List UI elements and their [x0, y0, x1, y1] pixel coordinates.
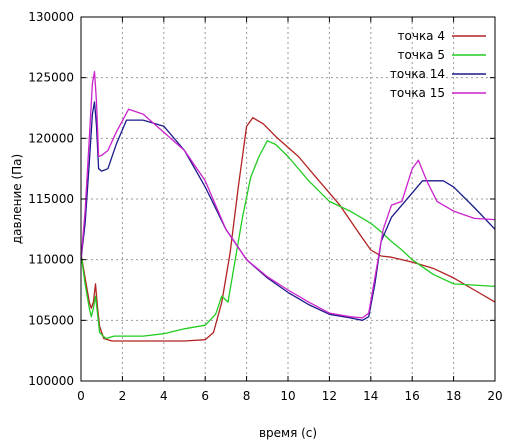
x-tick-label: 0	[77, 389, 85, 403]
y-tick-label: 110000	[28, 253, 74, 267]
y-tick-label: 130000	[28, 10, 74, 24]
legend: точка 4 точка 5 точка 14 точка 15	[390, 29, 486, 100]
axis-ticks: 0 2 4 6 8 10 12 14 16 18 20 100000 105000 110000 11500…	[28, 10, 502, 403]
x-tick-label: 10	[280, 389, 295, 403]
x-tick-label: 12	[322, 389, 337, 403]
x-tick-label: 6	[201, 389, 209, 403]
x-axis-title: время (с)	[259, 426, 317, 440]
series-line	[80, 70, 496, 319]
x-tick-label: 4	[160, 389, 168, 403]
x-tick-label: 2	[119, 389, 127, 403]
x-tick-label: 20	[487, 389, 502, 403]
x-tick-label: 18	[446, 389, 461, 403]
legend-label: точка 4	[398, 29, 445, 43]
y-tick-label: 120000	[28, 131, 74, 145]
y-tick-label: 100000	[28, 374, 74, 388]
series-line	[80, 140, 496, 340]
y-tick-label: 105000	[28, 313, 74, 327]
y-tick-label: 115000	[28, 192, 74, 206]
legend-label: точка 14	[390, 67, 445, 81]
legend-label: точка 15	[390, 86, 445, 100]
x-tick-label: 16	[405, 389, 420, 403]
y-tick-label: 125000	[28, 71, 74, 85]
series-line	[80, 117, 496, 342]
legend-label: точка 5	[398, 48, 445, 62]
x-tick-label: 14	[363, 389, 378, 403]
y-axis-title: давление (Па)	[10, 154, 24, 244]
series-lines	[80, 70, 496, 342]
x-tick-label: 8	[243, 389, 251, 403]
grid-lines	[81, 17, 495, 381]
